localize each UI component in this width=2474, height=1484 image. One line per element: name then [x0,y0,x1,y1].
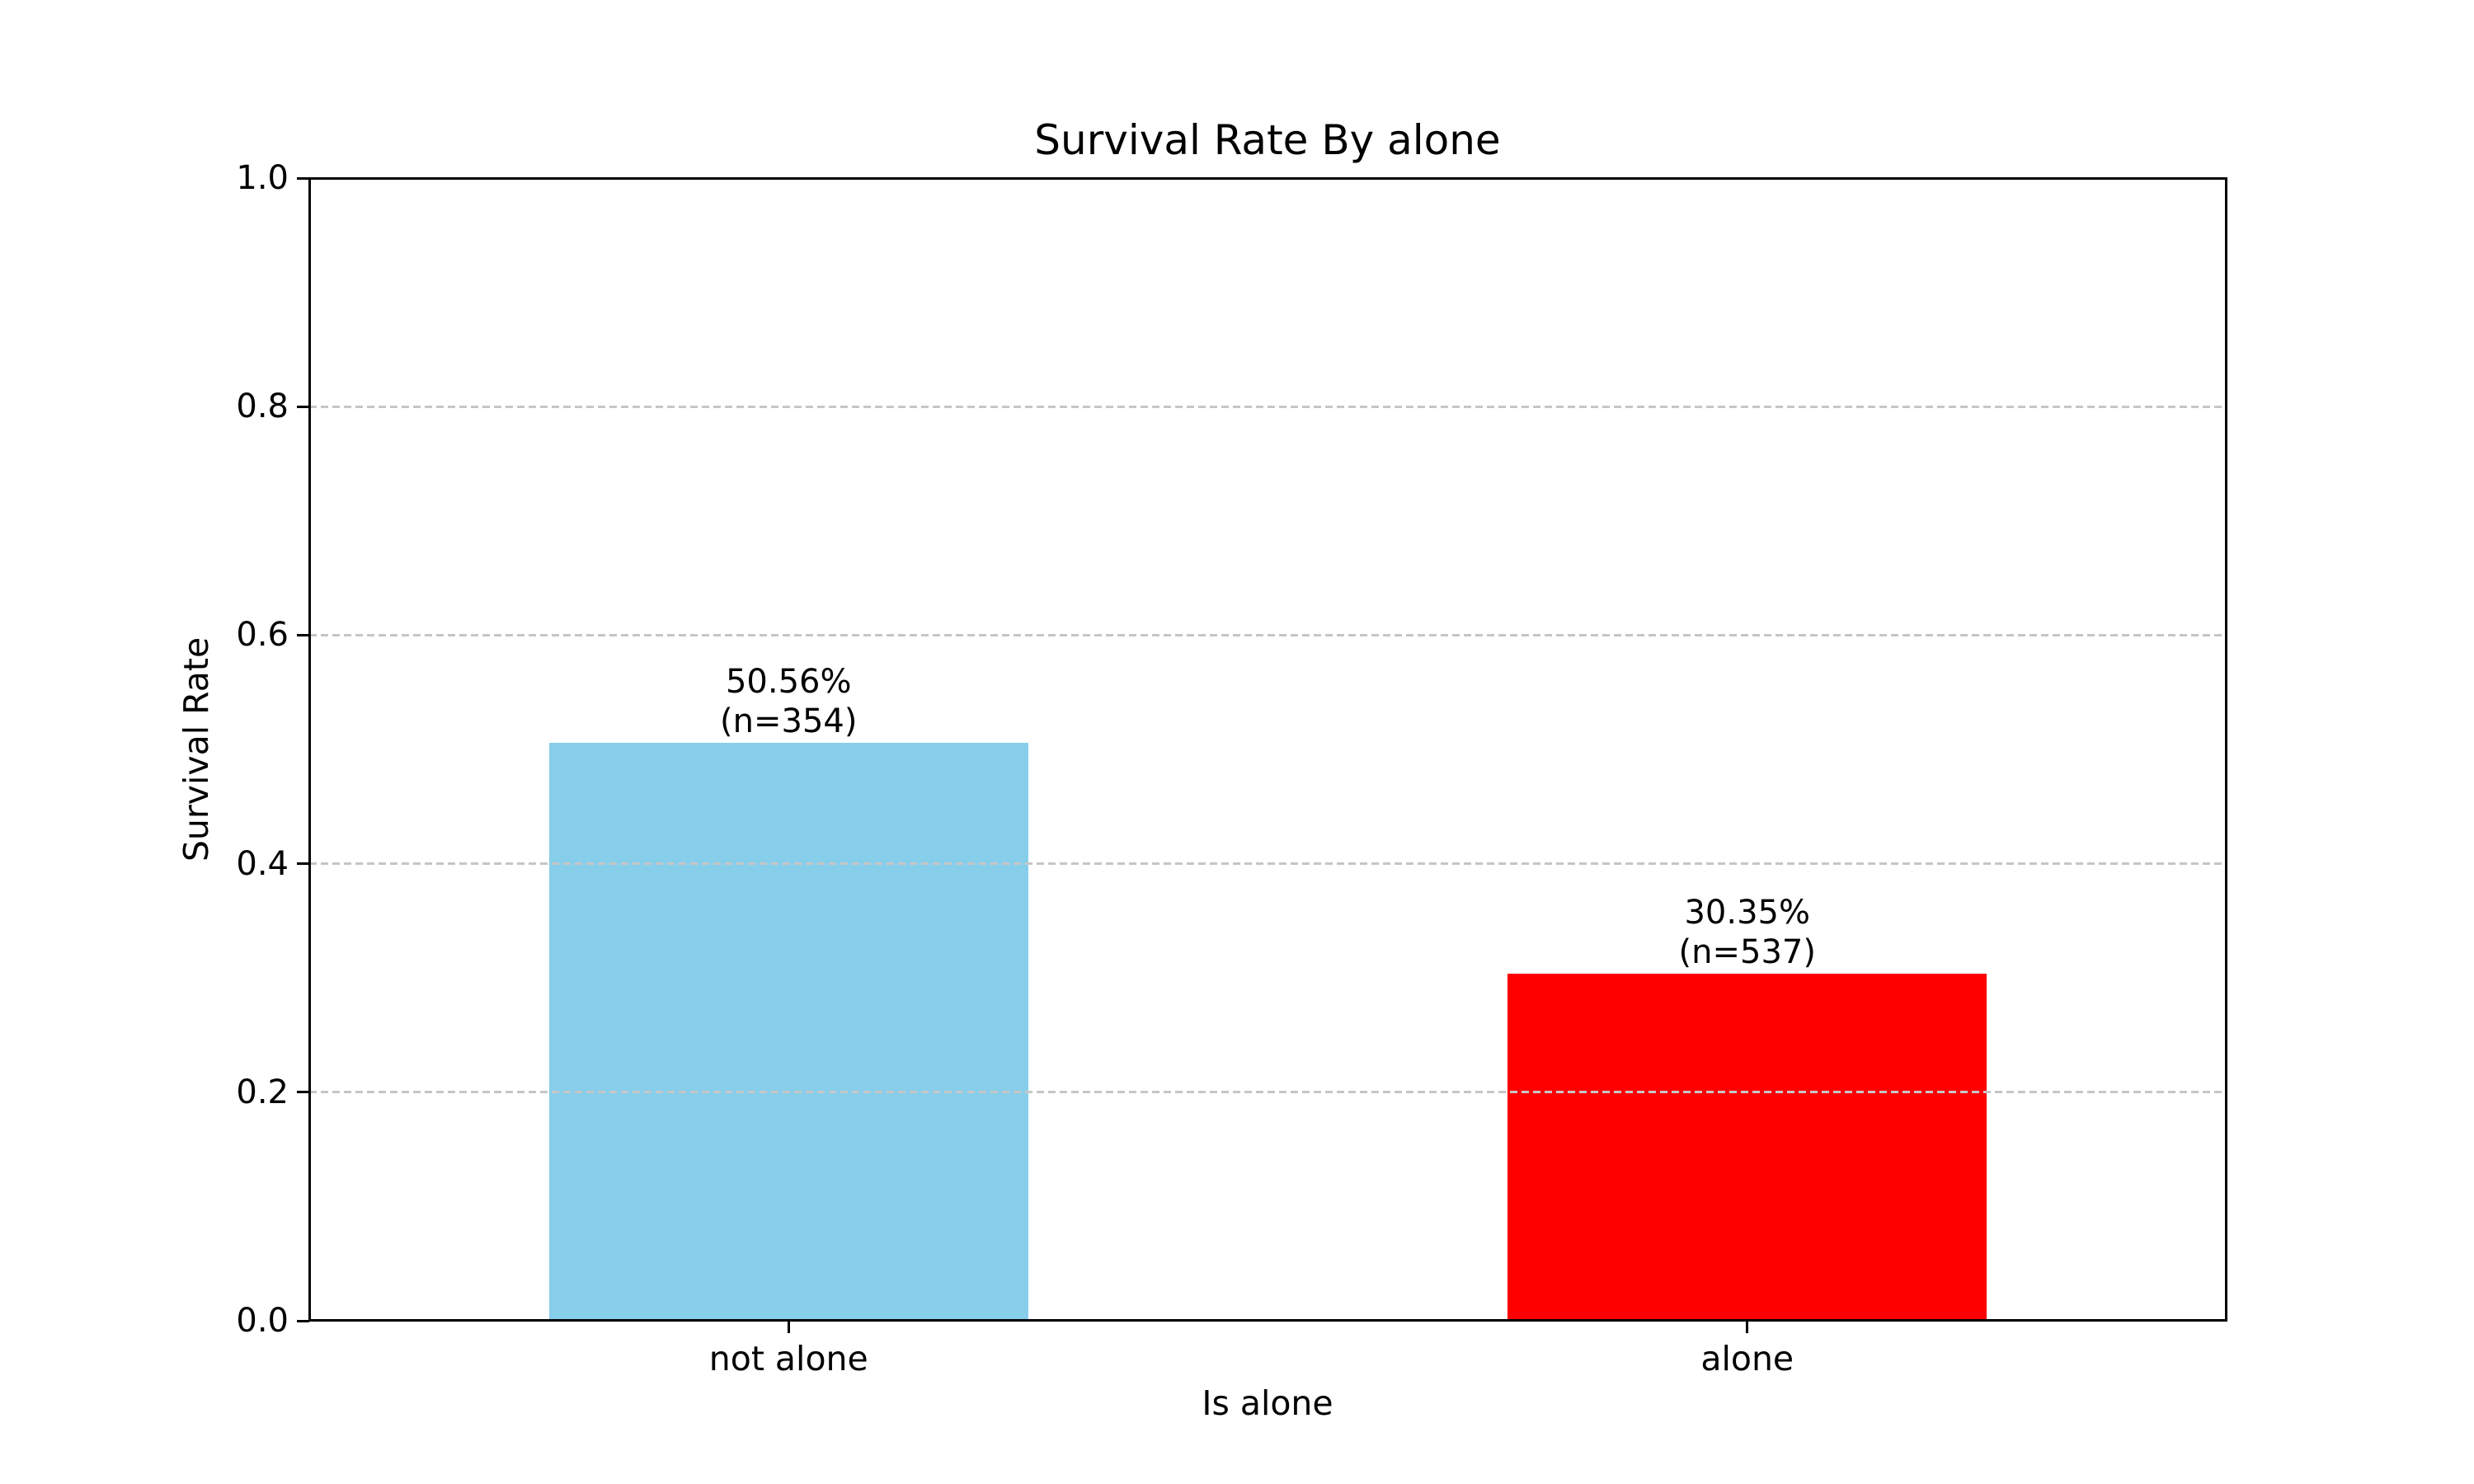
y-tick-label: 0.0 [236,1302,289,1340]
x-tick-label-alone: alone [1700,1339,1794,1378]
gridline-y-0.2 [309,1091,2227,1094]
x-tick-mark [1746,1321,1749,1333]
bar-alone [1507,974,1987,1321]
bar-annotation-not-alone: 50.56% (n=354) [720,662,857,741]
bar-annotation-alone: 30.35% (n=537) [1679,893,1816,972]
x-tick-mark [787,1321,790,1333]
plot-area: 50.56% (n=354) 30.35% (n=537) [309,178,2227,1321]
gridline-y-0.8 [309,405,2227,408]
chart-title: Survival Rate By alone [1034,116,1501,164]
y-tick-label: 0.8 [236,387,289,426]
bar-not-alone [548,743,1028,1321]
y-tick-mark [297,633,309,636]
y-tick-mark [297,176,309,180]
y-tick-mark [297,1319,309,1322]
gridline-y-0.6 [309,633,2227,636]
gridline-y-0.4 [309,862,2227,866]
bar-count-label: (n=537) [1678,933,1816,972]
bar-count-label: (n=354) [720,702,858,741]
y-tick-mark [297,862,309,866]
y-tick-label: 0.6 [236,616,289,655]
y-tick-mark [297,405,309,408]
y-tick-mark [297,1091,309,1094]
x-axis-label: Is alone [1202,1383,1333,1423]
x-tick-label-not-alone: not alone [708,1339,868,1378]
y-axis-label: Survival Rate [176,636,216,862]
bar-percentage-label: 30.35% [1684,894,1811,932]
y-tick-label: 1.0 [236,159,289,197]
bar-percentage-label: 50.56% [725,663,852,702]
y-tick-label: 0.2 [236,1073,289,1111]
y-tick-label: 0.4 [236,844,289,883]
